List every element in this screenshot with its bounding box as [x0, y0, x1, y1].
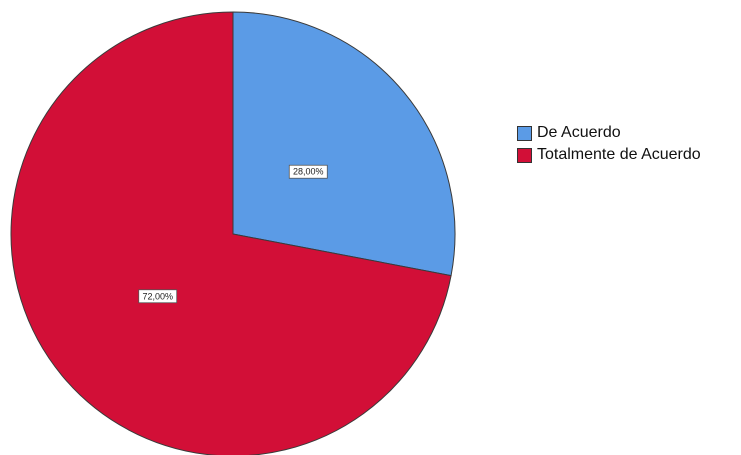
legend-swatch-totalmente-de-acuerdo	[517, 147, 532, 163]
pie-data-labels: 28,00% 72,00%	[138, 164, 328, 304]
pie-slices	[10, 11, 456, 455]
legend-item-totalmente-de-acuerdo: Totalmente de Acuerdo	[517, 144, 701, 166]
pie-slice-totalmente-de-acuerdo	[10, 11, 452, 455]
data-label-box	[288, 164, 328, 179]
legend-label-de-acuerdo: De Acuerdo	[537, 124, 621, 141]
legend-swatch-de-acuerdo	[517, 125, 532, 141]
data-label-text: 72,00%	[142, 291, 173, 301]
pie-slice-de-acuerdo	[232, 11, 456, 277]
data-label-text: 28,00%	[293, 167, 324, 177]
legend-item-de-acuerdo: De Acuerdo	[517, 122, 701, 144]
data-label-de-acuerdo: 28,00%	[288, 164, 328, 179]
data-label-box	[138, 289, 178, 304]
legend-label-totalmente-de-acuerdo: Totalmente de Acuerdo	[537, 146, 701, 163]
data-label-totalmente-de-acuerdo: 72,00%	[138, 289, 178, 304]
legend: De Acuerdo Totalmente de Acuerdo	[517, 122, 701, 166]
